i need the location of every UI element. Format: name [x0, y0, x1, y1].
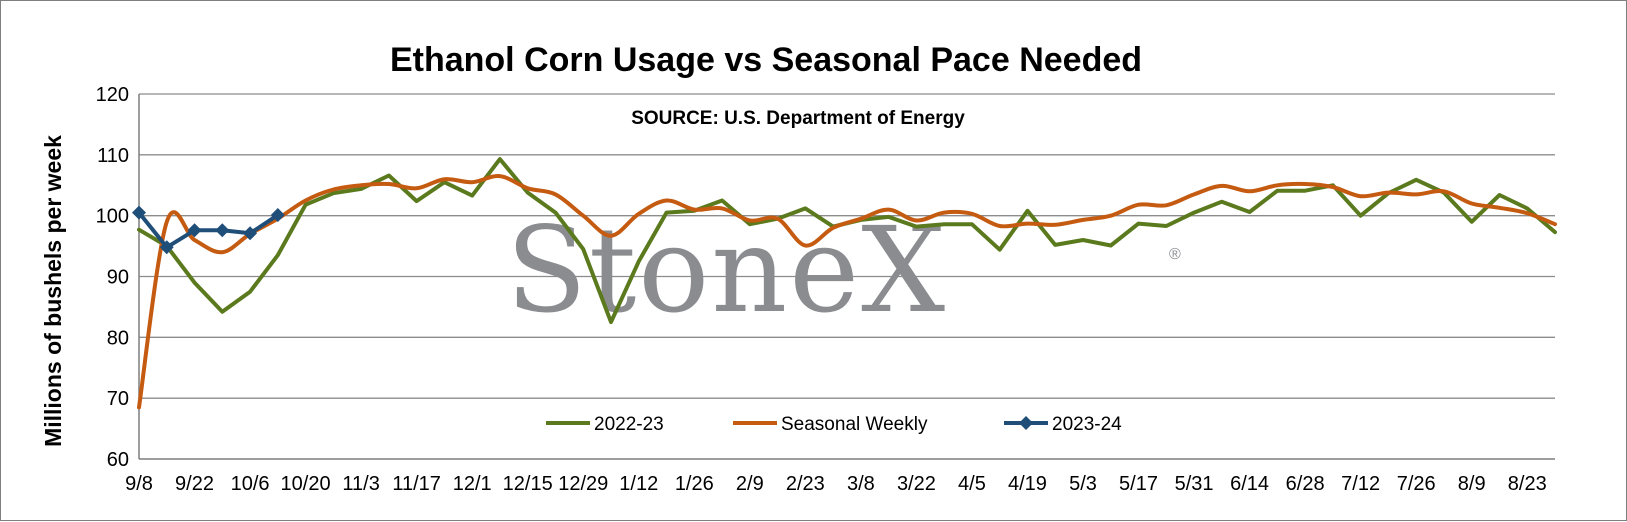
y-tick-label: 70: [107, 388, 129, 410]
legend: 2022-23 Seasonal Weekly 2023-24: [546, 414, 1122, 435]
x-tick-label: 5/17: [1119, 473, 1158, 495]
x-tick-label: 5/31: [1175, 473, 1214, 495]
y-tick-label: 80: [107, 327, 129, 349]
watermark-text: StoneX: [506, 201, 947, 339]
legend-item-2022-23: 2022-23: [546, 414, 664, 435]
legend-label-2022-23: 2022-23: [594, 414, 664, 435]
x-tick-label: 1/26: [675, 473, 714, 495]
x-tick-label: 11/17: [392, 473, 441, 495]
x-tick-label: 2/23: [786, 473, 825, 495]
x-tick-label: 4/19: [1008, 473, 1047, 495]
watermark-registered-mark: ®: [1169, 246, 1181, 263]
watermark: StoneX ®: [506, 201, 1181, 339]
y-tick-label: 60: [107, 449, 129, 471]
y-tick-label: 90: [107, 267, 129, 289]
series-2023-24: [132, 205, 285, 255]
x-tick-label: 9/8: [125, 473, 153, 495]
legend-marker-2023-24: [1019, 416, 1033, 430]
chart-source-note: SOURCE: U.S. Department of Energy: [631, 108, 965, 129]
x-tick-label: 12/29: [558, 473, 608, 495]
x-tick-label: 12/1: [453, 473, 492, 495]
x-tick-label: 10/6: [231, 473, 270, 495]
y-tick-label: 110: [97, 145, 129, 167]
x-tick-label: 6/28: [1286, 473, 1325, 495]
data-point-2023-24: [159, 240, 174, 255]
x-tick-label: 3/22: [897, 473, 936, 495]
series-layer: [132, 157, 1557, 410]
x-tick-label: 10/20: [281, 473, 331, 495]
data-point-2023-24: [243, 226, 258, 241]
series-line-seasonal-weekly: [137, 174, 1557, 410]
series-seasonal-weekly: [137, 174, 1557, 410]
y-tick-label: 120: [96, 84, 129, 106]
x-tick-label: 3/8: [847, 473, 875, 495]
legend-item-seasonal-weekly: Seasonal Weekly: [733, 414, 928, 435]
chart-title: Ethanol Corn Usage vs Seasonal Pace Need…: [390, 41, 1142, 79]
x-tick-label: 8/9: [1458, 473, 1486, 495]
gridlines: [139, 93, 1555, 399]
x-tick-label: 6/14: [1230, 473, 1269, 495]
x-tick-label: 5/3: [1069, 473, 1097, 495]
data-point-2023-24: [215, 223, 230, 238]
data-point-2023-24: [187, 223, 202, 238]
y-axis-ticks: 60 70 80 90 100 110 120: [96, 84, 129, 471]
y-tick-label: 100: [96, 206, 129, 228]
legend-label-seasonal-weekly: Seasonal Weekly: [781, 414, 928, 435]
x-tick-label: 12/15: [503, 473, 553, 495]
x-tick-label: 2/9: [736, 473, 764, 495]
x-tick-label: 4/5: [958, 473, 986, 495]
x-tick-label: 11/3: [342, 473, 379, 495]
legend-item-2023-24: 2023-24: [1004, 414, 1122, 435]
x-tick-label: 1/12: [619, 473, 658, 495]
legend-label-2023-24: 2023-24: [1052, 414, 1122, 435]
y-axis-label: Millions of bushels per week: [40, 135, 66, 447]
data-point-2023-24: [132, 205, 146, 220]
x-tick-label: 7/12: [1341, 473, 1380, 495]
x-tick-label: 9/22: [175, 473, 214, 495]
x-tick-label: 8/23: [1508, 473, 1547, 495]
x-tick-label: 7/26: [1397, 473, 1436, 495]
x-axis-ticks: 9/8 9/22 10/6 10/20 11/3 11/17 12/1 12/15 12/29 1…: [125, 473, 1547, 495]
series-line-2023-24: [137, 210, 280, 250]
data-point-2023-24: [270, 208, 285, 223]
